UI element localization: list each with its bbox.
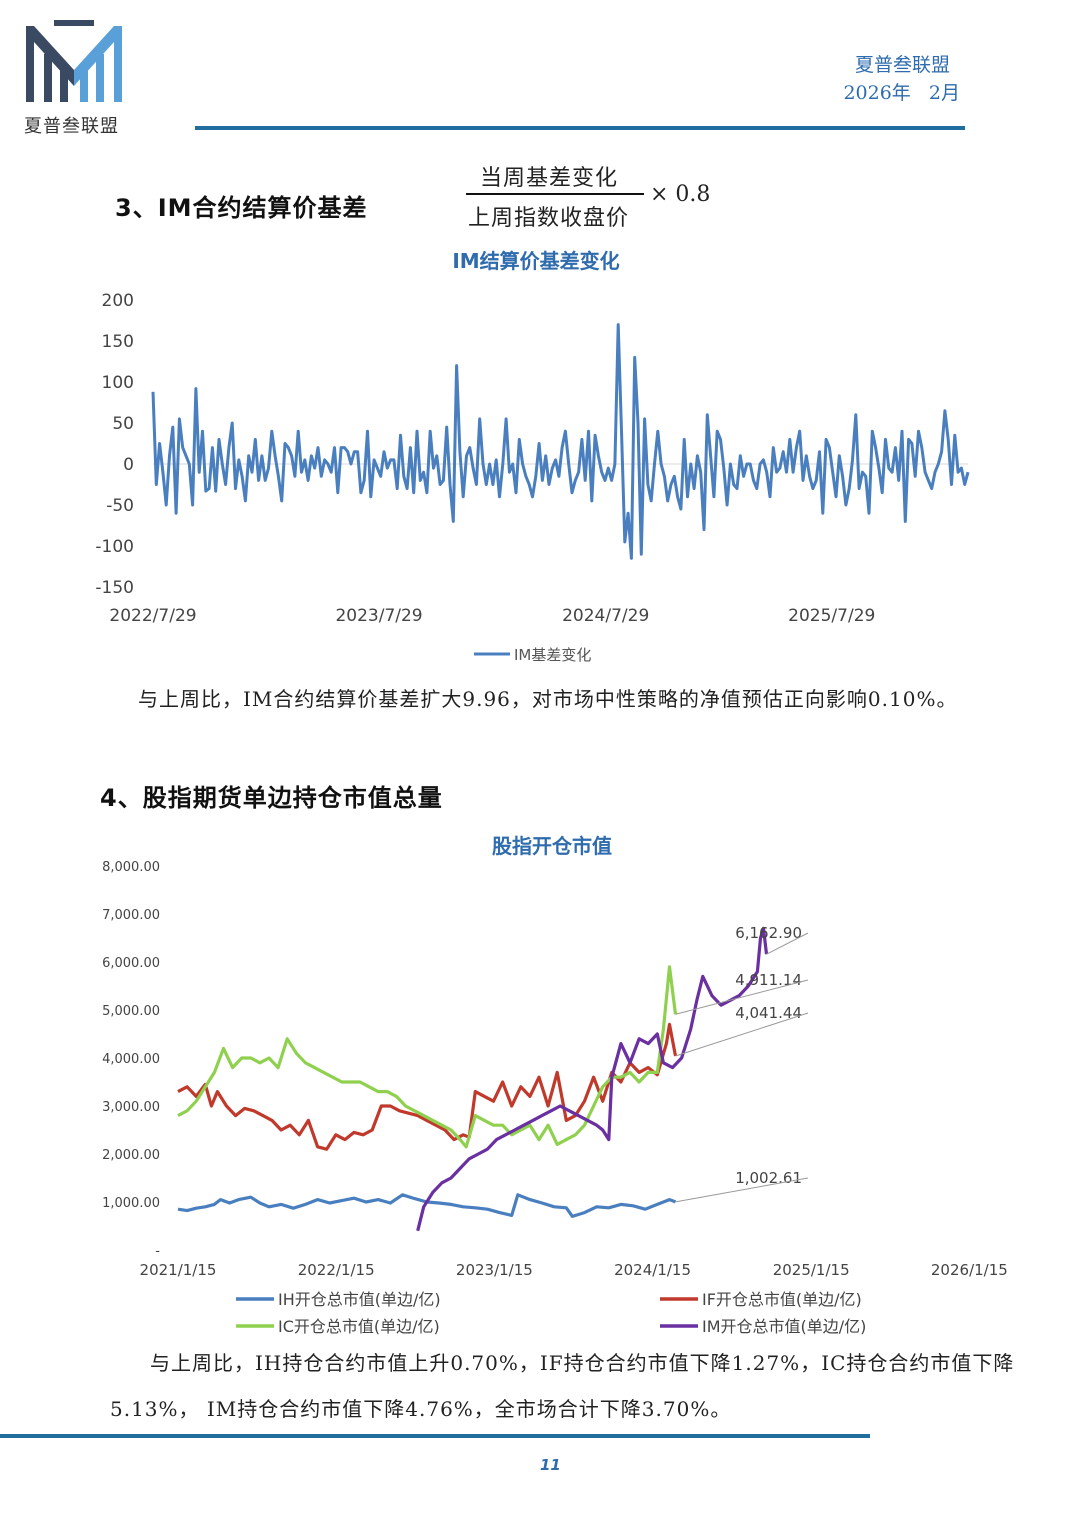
- y-tick-label: -100: [95, 537, 134, 557]
- y-tick-label: 150: [102, 332, 134, 352]
- brand-name: 夏普叁联盟: [24, 116, 119, 137]
- annotation-leader: [675, 979, 809, 1015]
- formula-denominator: 上周指数收盘价: [468, 206, 630, 231]
- x-tick-label: 2024/7/29: [562, 606, 649, 626]
- brand-logo: [26, 20, 122, 102]
- formula-numerator: 当周基差变化: [480, 166, 619, 191]
- x-tick-label: 2025/7/29: [788, 606, 875, 626]
- x-tick-label: 2026/1/15: [931, 1261, 1008, 1279]
- basis-commentary: 与上周比，IM合约结算价基差扩大9.96，对市场中性策略的净值预估正向影响0.1…: [138, 687, 958, 711]
- y-tick-label: 1,000.00: [102, 1196, 160, 1211]
- open-interest-commentary: 与上周比，IH持仓合约市值上升0.70%，IF持仓合约市值下降1.27%，IC持…: [110, 1351, 1015, 1421]
- annotation-label: 4,041.44: [735, 1004, 802, 1022]
- legend-label: IF开仓总市值(单边/亿): [702, 1290, 862, 1309]
- x-tick-label: 2022/7/29: [109, 606, 196, 626]
- y-tick-label: 8,000.00: [102, 860, 160, 875]
- basis-formula: 当周基差变化 上周指数收盘价 × 0.8: [466, 160, 726, 232]
- annotation-leader: [675, 1012, 809, 1057]
- y-tick-label: 5,000.00: [102, 1004, 160, 1019]
- series-line-ic: [177, 965, 678, 1149]
- series-line-if: [177, 1022, 678, 1151]
- y-tick-label: 6,000.00: [102, 956, 160, 971]
- annotation-label: 6,162.90: [735, 924, 802, 942]
- section3-title: 3、IM合约结算价基差: [115, 194, 368, 222]
- y-tick-label: 0: [123, 455, 134, 475]
- x-tick-label: 2021/1/15: [140, 1261, 217, 1279]
- y-tick-label: -150: [95, 578, 134, 598]
- legend-label: IH开仓总市值(单边/亿): [278, 1290, 441, 1309]
- y-tick-label: -50: [106, 496, 134, 516]
- series-line-im-basis: [151, 323, 970, 560]
- im-basis-chart: IM结算价基差变化 200 150 100 50 0 -50 -100 -150 2022/7/2…: [95, 249, 970, 664]
- x-tick-label: 2024/1/15: [614, 1261, 691, 1279]
- annotation-leader: [675, 1177, 809, 1203]
- header-org: 夏普叁联盟: [854, 54, 950, 76]
- chart-title: 股指开仓市值: [492, 834, 612, 858]
- fraction-bar: [466, 193, 644, 195]
- y-tick-label: 2,000.00: [102, 1148, 160, 1163]
- y-tick-label: 7,000.00: [102, 908, 160, 923]
- annotation-label: 4,911.14: [735, 971, 802, 989]
- x-tick-label: 2022/1/15: [298, 1261, 375, 1279]
- open-interest-chart: 股指开仓市值 8,000.00 7,000.00 6,000.00 5,000.00 4,…: [102, 834, 1008, 1336]
- annotation-leader: [766, 932, 809, 955]
- header-rule: [195, 126, 965, 130]
- y-tick-label: -: [155, 1244, 160, 1259]
- series-line-ih: [177, 1193, 677, 1218]
- header-date: 2026年 2月: [843, 82, 960, 104]
- section4-title: 4、股指期货单边持仓市值总量: [100, 784, 443, 812]
- x-tick-label: 2023/1/15: [456, 1261, 533, 1279]
- chart-title: IM结算价基差变化: [452, 249, 619, 273]
- y-tick-label: 3,000.00: [102, 1100, 160, 1115]
- x-tick-label: 2025/1/15: [773, 1261, 850, 1279]
- legend-label: IM基差变化: [514, 646, 591, 664]
- page-number: 11: [540, 1456, 561, 1474]
- y-tick-label: 100: [102, 373, 134, 393]
- x-tick-label: 2023/7/29: [335, 606, 422, 626]
- y-tick-label: 4,000.00: [102, 1052, 160, 1067]
- annotation-label: 1,002.61: [735, 1169, 802, 1187]
- formula-multiplier: × 0.8: [650, 182, 711, 207]
- y-tick-label: 200: [102, 291, 134, 311]
- series-line-im: [416, 926, 769, 1232]
- legend-label: IC开仓总市值(单边/亿): [278, 1317, 440, 1336]
- legend-label: IM开仓总市值(单边/亿): [702, 1317, 866, 1336]
- y-tick-label: 50: [112, 414, 134, 434]
- footer-rule: [0, 1434, 870, 1438]
